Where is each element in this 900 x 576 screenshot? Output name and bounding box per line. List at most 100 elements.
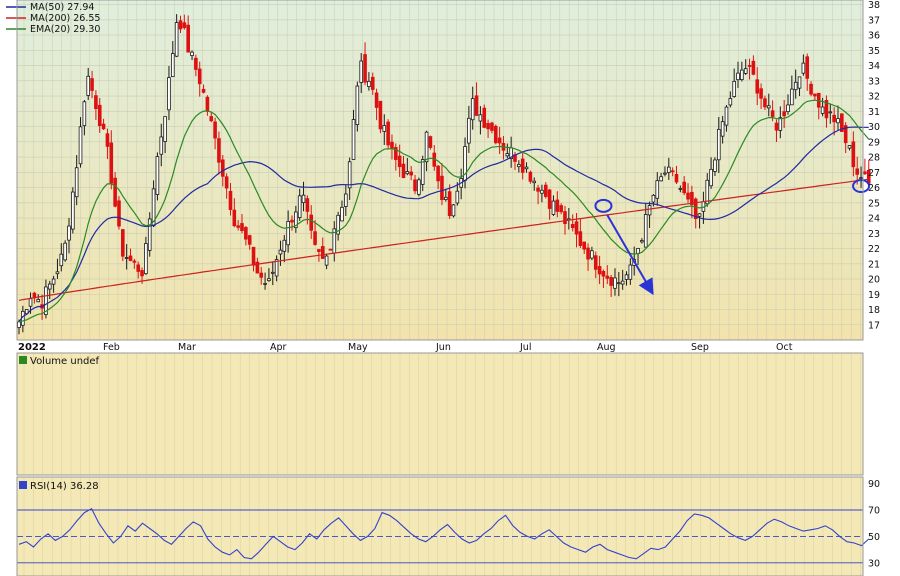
price-tick-label: 26 [868, 183, 880, 194]
chart-annotations [594, 179, 871, 296]
candle-body [536, 187, 540, 192]
candle-body [63, 242, 67, 261]
candle-body [555, 199, 560, 212]
candle-body [328, 248, 333, 251]
volume-label: Volume undef [30, 356, 100, 367]
candle-body [609, 277, 613, 286]
price-tick-label: 32 [868, 92, 880, 103]
candle-body [655, 180, 660, 199]
candle-body [447, 191, 452, 217]
candle-body [674, 174, 679, 183]
candle-body [182, 22, 187, 29]
candle-body [78, 126, 83, 165]
candle-body [736, 72, 740, 81]
price-tick-label: 17 [868, 320, 880, 331]
candle-body [686, 192, 690, 200]
candle-body [543, 184, 548, 197]
rsi-panel-border [16, 476, 864, 576]
candle-body [836, 118, 840, 124]
price-tick-label: 35 [868, 46, 880, 57]
candle-body [774, 122, 779, 131]
candle-body [451, 204, 456, 217]
candle-body [378, 100, 383, 130]
candle-body [47, 283, 52, 290]
candle-body [793, 81, 798, 91]
candle-body [682, 181, 686, 194]
candle-body [597, 266, 602, 275]
candle-body [186, 24, 190, 53]
month-tick-label: Jun [435, 342, 451, 353]
rsi-line [18, 507, 870, 560]
candle-body [82, 101, 87, 127]
candle-body [478, 114, 483, 122]
candle-body [178, 20, 183, 30]
candle-body [390, 141, 394, 149]
candle-body [520, 158, 525, 173]
candle-body [863, 171, 867, 175]
month-x-axis: Feb Mar Apr May Jun Jul Aug Sep Oct [103, 342, 793, 353]
candle-body [809, 83, 813, 95]
candle-body [517, 164, 521, 168]
month-tick-label: Oct [776, 342, 793, 353]
candle-body [347, 161, 352, 189]
candle-body [67, 225, 71, 241]
candle-body [493, 125, 498, 144]
candle-body [743, 68, 748, 74]
candle-body [851, 141, 856, 168]
candle-body [747, 64, 752, 67]
price-tick-label: 30 [868, 122, 880, 133]
price-tick-label: 36 [868, 31, 880, 42]
candle-body [467, 117, 471, 144]
candle-body [124, 257, 129, 259]
candle-body [370, 76, 375, 90]
candle-body [732, 81, 736, 97]
candle-body [724, 106, 729, 126]
candle-body [540, 189, 544, 194]
ema20-line [18, 99, 870, 323]
price-tick-label: 18 [868, 305, 880, 316]
candle-body [413, 179, 417, 192]
candle-body [824, 100, 829, 119]
candle-body [813, 93, 817, 97]
candle-body [278, 249, 283, 255]
candle-body [117, 200, 121, 227]
candle-body [94, 95, 98, 110]
price-tick-label: 37 [868, 15, 880, 26]
price-y-axis: 17 18 19 20 21 22 23 24 25 26 27 28 29 30 31 32 33 34 35 36… [868, 0, 880, 331]
candle-body [505, 153, 510, 157]
candle-body [97, 104, 102, 127]
rsi-tick-label: 90 [868, 479, 880, 490]
price-tick-label: 20 [868, 275, 880, 286]
candle-body [840, 113, 844, 132]
candle-body [294, 211, 298, 229]
candle-body [720, 121, 725, 137]
candle-body [232, 209, 237, 227]
price-tick-label: 33 [868, 76, 880, 87]
candle-body [417, 179, 421, 195]
rsi-grid [17, 477, 863, 576]
candle-body [482, 107, 487, 128]
price-tick-label: 38 [868, 0, 880, 11]
candle-body [224, 176, 229, 189]
legend-ma50: MA(50) 27.94 [30, 2, 94, 13]
price-tick-label: 23 [868, 229, 880, 240]
candle-body [259, 272, 264, 278]
candle-body [86, 75, 91, 96]
candle-body [197, 68, 202, 85]
candle-body [51, 278, 56, 285]
candle-body [159, 136, 164, 155]
candle-body [709, 168, 713, 187]
candle-body [382, 125, 387, 132]
candle-body [28, 298, 33, 307]
candle-body [617, 282, 621, 285]
candle-body [144, 243, 148, 275]
candle-body [790, 88, 794, 106]
candle-body [394, 147, 398, 160]
candle-body [763, 98, 767, 108]
candle-body [455, 190, 460, 204]
candle-body [255, 261, 260, 274]
candle-body [401, 163, 406, 179]
month-tick-label: Sep [691, 342, 709, 353]
candle-body [640, 240, 644, 243]
candle-body [282, 239, 287, 252]
